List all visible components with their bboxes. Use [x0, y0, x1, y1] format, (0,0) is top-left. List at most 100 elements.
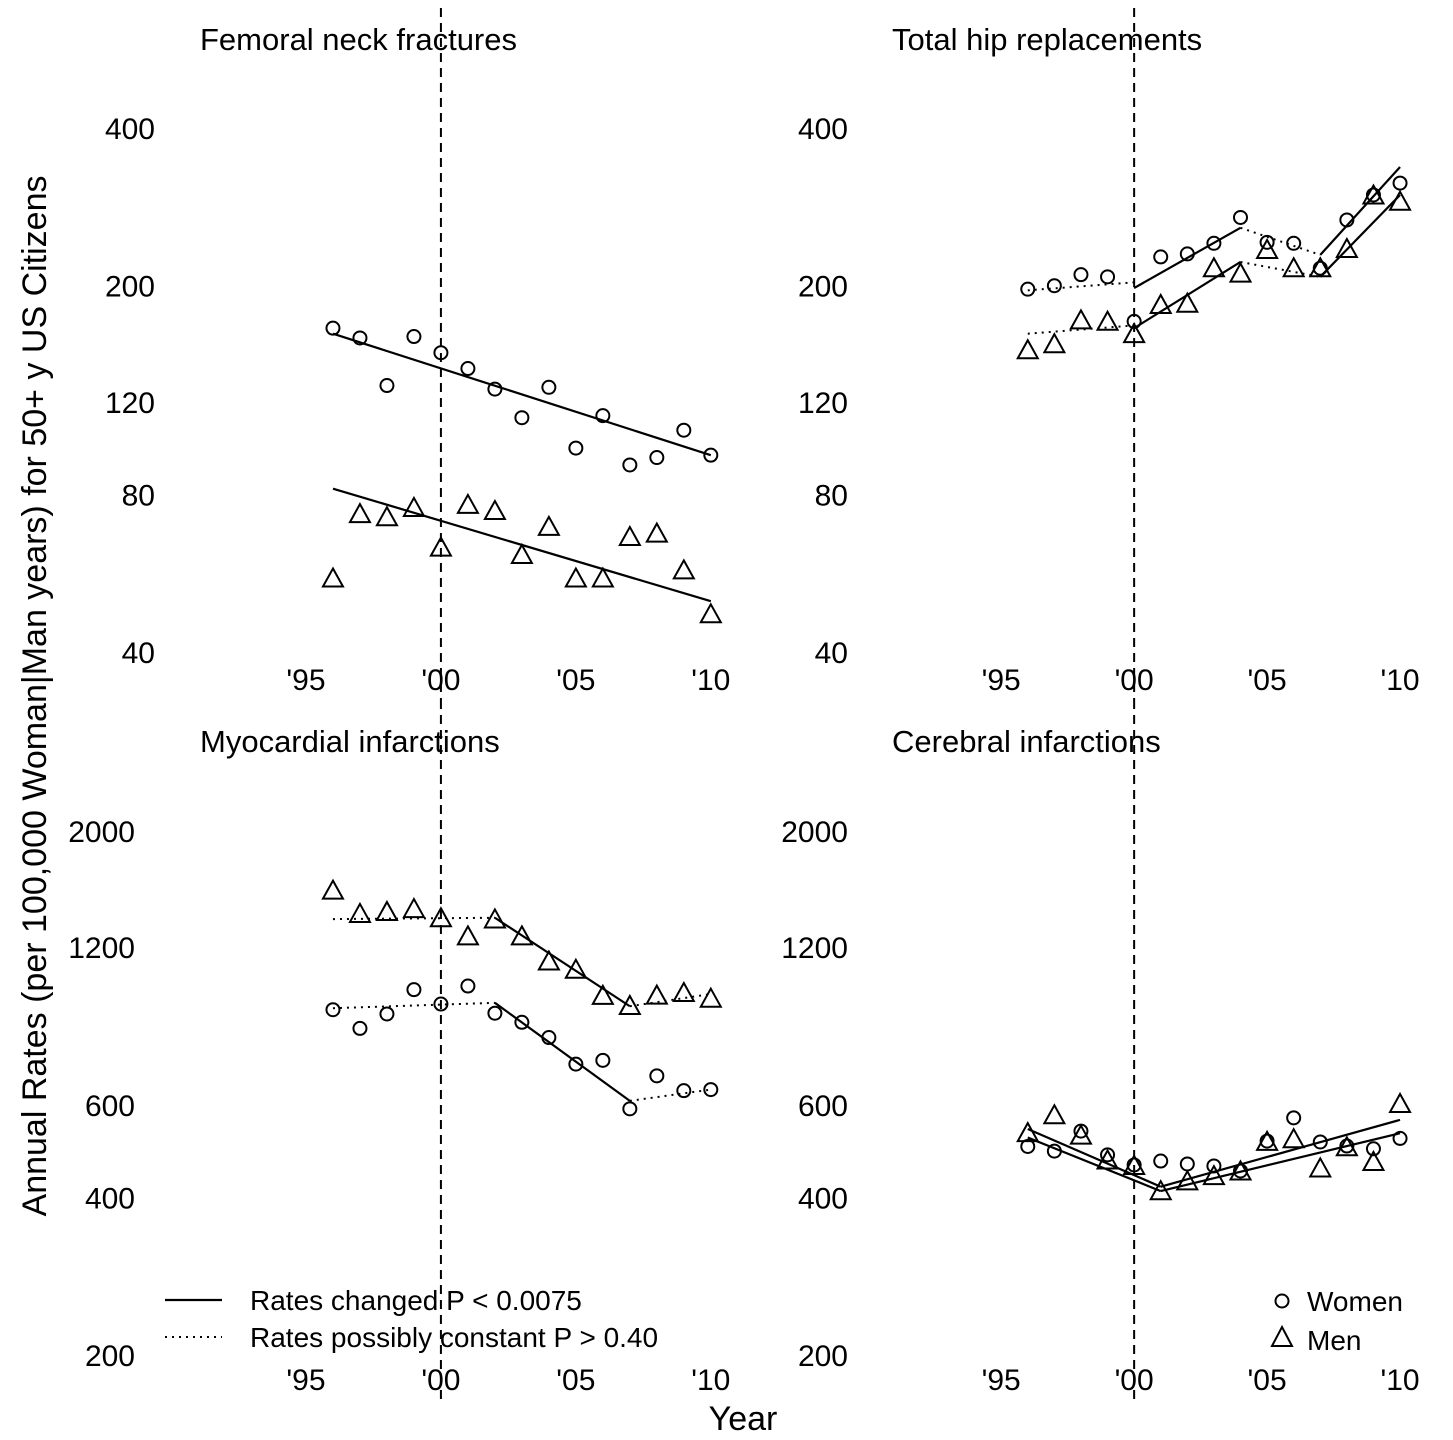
line-legend: Rates changed P < 0.0075 Rates possibly … [165, 1285, 658, 1353]
total-hip-replacements-women-point [1179, 246, 1195, 262]
femoral-neck-fractures-men-point [699, 602, 723, 624]
myocardial-infarctions-y-tick-label: 1200 [68, 932, 135, 965]
myocardial-infarctions-men-fit-dotted [629, 993, 711, 1008]
femoral-neck-fractures-women-fit-solid [332, 332, 712, 457]
myocardial-infarctions-panel: Myocardial infarctions 200 400 600 1200 2000 '… [68, 700, 730, 1400]
total-hip-replacements-women-point [1046, 278, 1062, 294]
cerebral-infarctions-y-tick-label: 600 [798, 1090, 848, 1123]
total-hip-replacements-x-tick-label: '10 [1380, 664, 1419, 697]
marker-legend: Women Men [1270, 1286, 1403, 1356]
myocardial-infarctions-women-point [514, 1014, 530, 1030]
femoral-neck-fractures-y-tick-label: 40 [122, 637, 155, 670]
cerebral-infarctions-men-point [1308, 1156, 1332, 1178]
cerebral-infarctions-women-fit-solid [1160, 1118, 1401, 1188]
total-hip-replacements-women-point [1153, 249, 1169, 265]
total-hip-replacements-women-point [1392, 175, 1408, 191]
myocardial-infarctions-women-point [352, 1020, 368, 1036]
cerebral-infarctions-y-tick-label: 200 [798, 1340, 848, 1373]
cerebral-infarctions-x-tick-label: '10 [1380, 1364, 1419, 1397]
cerebral-infarctions-women-fit-solid [1027, 1127, 1162, 1188]
femoral-neck-fractures-y-tick-label: 200 [105, 271, 155, 304]
cerebral-infarctions-men-fit-solid [1027, 1136, 1162, 1193]
myocardial-infarctions-men-point [456, 924, 480, 946]
femoral-neck-fractures-men-point [321, 566, 345, 588]
cerebral-infarctions-y-tick-label: 2000 [781, 816, 848, 849]
myocardial-infarctions-women-point [676, 1083, 692, 1099]
femoral-neck-fractures-men-point [591, 566, 615, 588]
myocardial-infarctions-men-point [618, 993, 642, 1015]
total-hip-replacements-panel: Total hip replacements 40 80 120 200 400 '95 '0… [798, 8, 1420, 700]
total-hip-replacements-men-point [1095, 309, 1120, 331]
cerebral-infarctions-men-point [1228, 1159, 1253, 1181]
cerebral-infarctions-men-point [1388, 1091, 1412, 1113]
myocardial-infarctions-men-fit-dotted [332, 916, 495, 921]
myocardial-infarctions-x-tick-label: '10 [691, 1364, 730, 1397]
y-axis-label: Annual Rates (per 100,000 Woman|Man year… [16, 176, 54, 1217]
total-hip-replacements-men-fit-dotted [1240, 261, 1321, 278]
femoral-neck-fractures-women-point [676, 422, 692, 438]
femoral-neck-fractures-x-tick-label: '95 [286, 664, 325, 697]
femoral-neck-fractures-men-point [564, 566, 588, 588]
myocardial-infarctions-women-point [568, 1056, 584, 1072]
myocardial-infarctions-men-point [402, 897, 426, 919]
x-axis-label: Year [709, 1400, 778, 1435]
cerebral-infarctions-men-point [1095, 1148, 1120, 1170]
total-hip-replacements-men-fit-solid [1319, 194, 1401, 278]
legend-solid-label: Rates changed P < 0.0075 [250, 1285, 582, 1316]
cerebral-infarctions-title: Cerebral infarctions [892, 724, 1161, 759]
femoral-neck-fractures-y-tick-label: 120 [105, 387, 155, 420]
myocardial-infarctions-men-point [348, 901, 372, 923]
total-hip-replacements-men-point [1175, 291, 1200, 313]
myocardial-infarctions-men-point [591, 983, 615, 1005]
myocardial-infarctions-title: Myocardial infarctions [200, 724, 500, 759]
total-hip-replacements-x-tick-label: '05 [1248, 664, 1287, 697]
cerebral-infarctions-men-point [1069, 1123, 1093, 1145]
myocardial-infarctions-men-point [321, 878, 345, 900]
total-hip-replacements-y-tick-label: 400 [798, 113, 848, 146]
femoral-neck-fractures-men-point [618, 524, 642, 547]
femoral-neck-fractures-y-tick-label: 80 [122, 479, 155, 512]
total-hip-replacements-women-point [1020, 281, 1036, 297]
myocardial-infarctions-men-point [564, 957, 588, 979]
femoral-neck-fractures-women-point [622, 457, 638, 473]
cerebral-infarctions-men-point [1202, 1164, 1226, 1186]
cerebral-infarctions-y-tick-label: 400 [798, 1182, 848, 1215]
cerebral-infarctions-women-point [1365, 1141, 1381, 1157]
legend-men-marker [1270, 1324, 1294, 1347]
cerebral-infarctions-women-point [1339, 1138, 1355, 1154]
myocardial-infarctions-men-point [537, 949, 561, 971]
femoral-neck-fractures-men-point [483, 498, 507, 521]
myocardial-infarctions-women-point [541, 1030, 557, 1046]
total-hip-replacements-y-tick-label: 40 [815, 637, 848, 670]
femoral-neck-fractures-x-tick-label: '05 [556, 664, 595, 697]
myocardial-infarctions-men-point [429, 906, 453, 928]
myocardial-infarctions-men-fit-solid [494, 916, 631, 1008]
femoral-neck-fractures-women-point [649, 450, 665, 466]
cerebral-infarctions-x-tick-label: '95 [982, 1364, 1021, 1397]
femoral-neck-fractures-men-point [456, 492, 480, 514]
myocardial-infarctions-women-point [433, 996, 449, 1012]
femoral-neck-fractures-men-point [402, 495, 426, 517]
myocardial-infarctions-women-point [406, 982, 422, 998]
cerebral-infarctions-men-point [1255, 1129, 1279, 1151]
total-hip-replacements-men-point [1228, 261, 1253, 283]
cerebral-infarctions-women-point [1286, 1110, 1302, 1126]
myocardial-infarctions-women-point [622, 1101, 638, 1117]
myocardial-infarctions-y-tick-label: 2000 [68, 816, 135, 849]
femoral-neck-fractures-women-point [568, 440, 584, 456]
total-hip-replacements-men-point [1308, 256, 1332, 278]
cerebral-infarctions-men-point [1149, 1179, 1173, 1201]
legend-women-marker [1274, 1293, 1290, 1309]
cerebral-infarctions-women-point [1206, 1158, 1222, 1174]
cerebral-infarctions-men-point [1016, 1121, 1040, 1143]
myocardial-infarctions-women-point [460, 978, 476, 994]
total-hip-replacements-women-fit-solid [1133, 226, 1242, 289]
total-hip-replacements-men-point [1016, 338, 1040, 360]
total-hip-replacements-men-point [1281, 256, 1306, 278]
cerebral-infarctions-women-point [1126, 1157, 1142, 1173]
myocardial-infarctions-men-point [699, 986, 723, 1008]
myocardial-infarctions-women-fit-solid [494, 1001, 631, 1102]
total-hip-replacements-men-point [1149, 292, 1173, 314]
myocardial-infarctions-x-tick-label: '95 [286, 1364, 325, 1397]
